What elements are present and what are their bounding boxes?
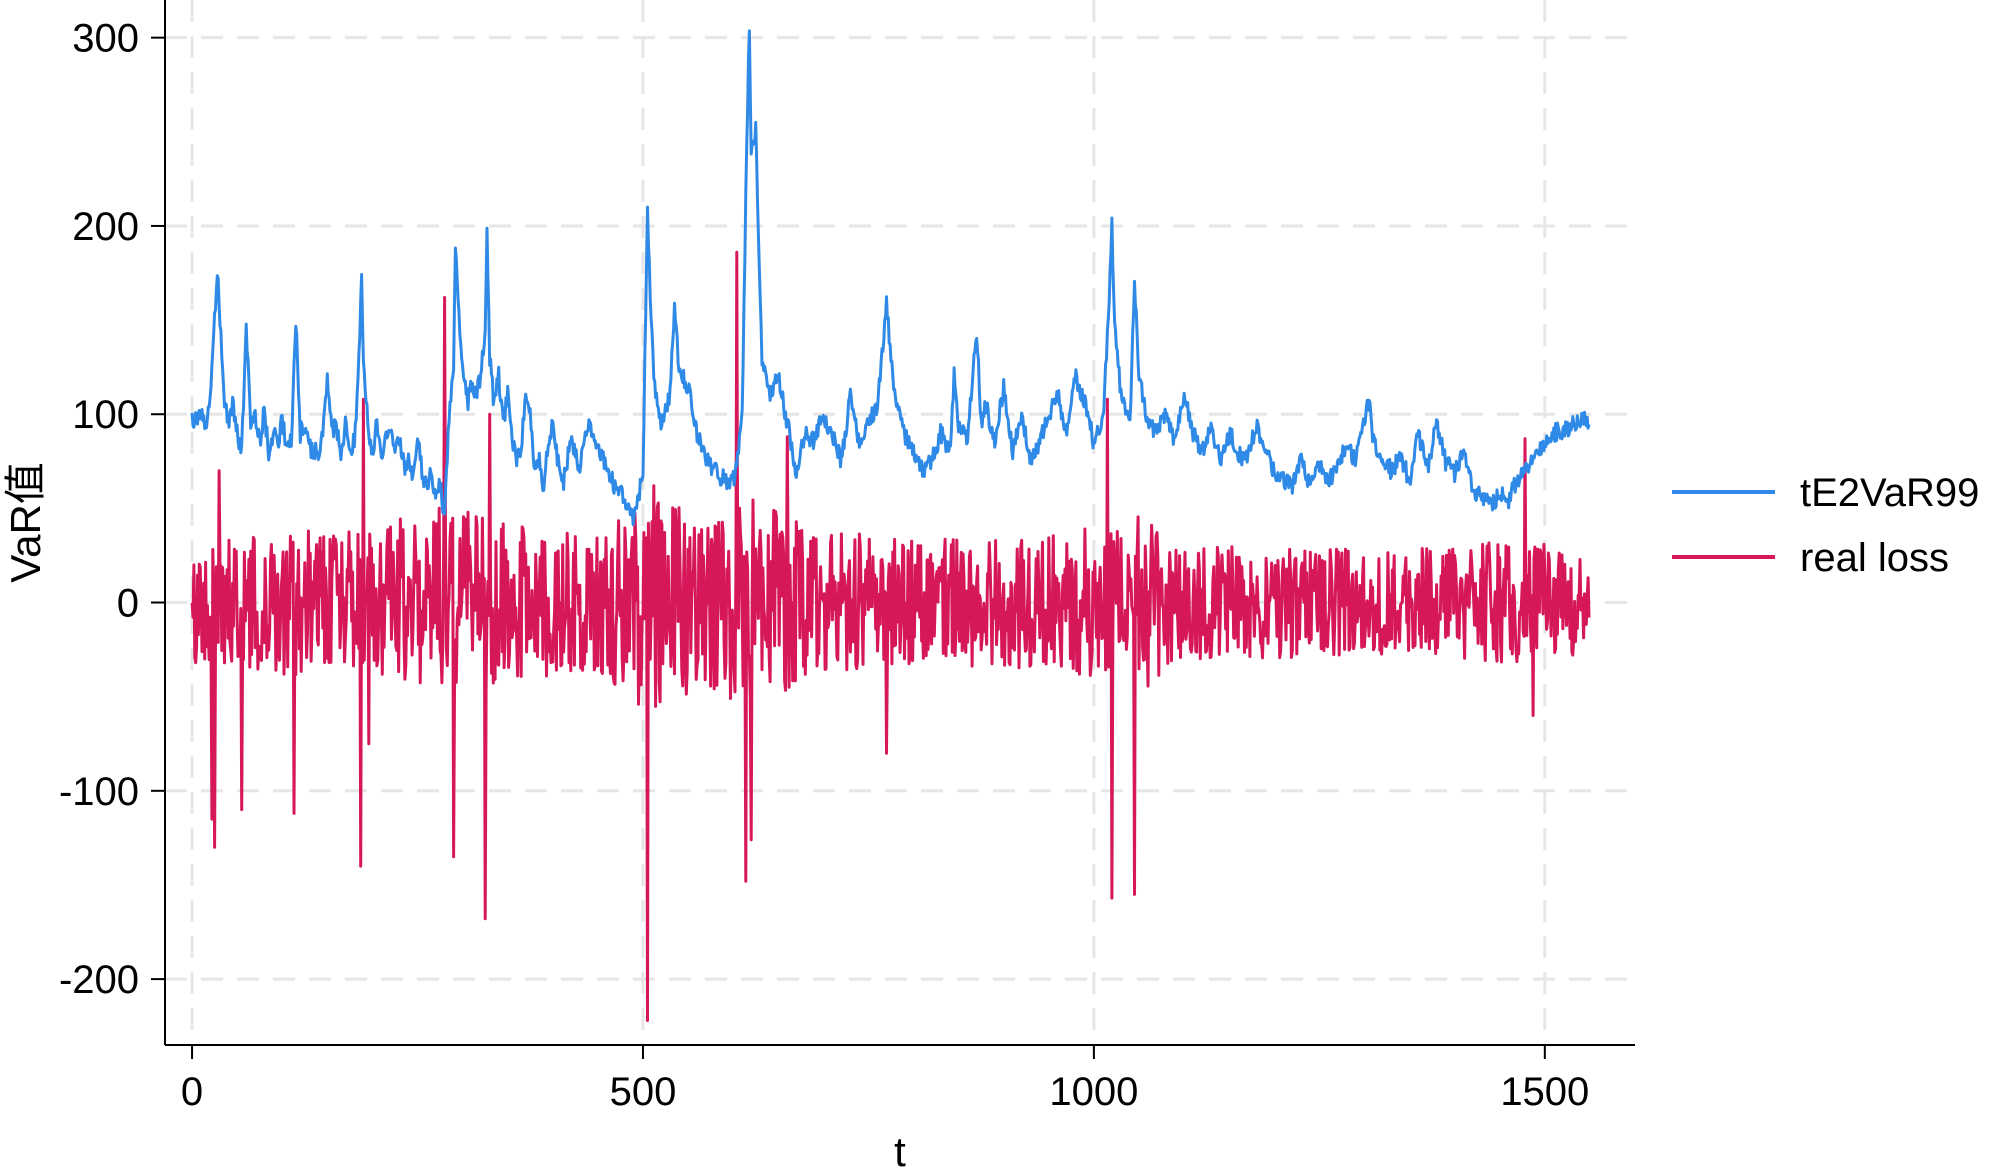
- y-tick-label: -100: [59, 770, 139, 814]
- x-tick-label: 500: [610, 1070, 677, 1114]
- legend: tE2VaR99 real loss: [1672, 471, 1979, 580]
- x-tick-label: 1500: [1500, 1070, 1589, 1114]
- x-tick-label: 0: [181, 1070, 203, 1114]
- y-axis-title: VaR值: [2, 462, 49, 583]
- legend-item: tE2VaR99: [1672, 471, 1979, 515]
- legend-item: real loss: [1672, 536, 1949, 580]
- plot-area: [190, 29, 1591, 1022]
- axes: -200 -100 0 100 200 300 0 500 1000 1500: [59, 0, 1635, 1114]
- legend-label: tE2VaR99: [1800, 471, 1979, 515]
- x-axis-title: t: [894, 1128, 906, 1168]
- y-tick-label: 200: [72, 205, 139, 249]
- y-tick-label: 0: [117, 582, 139, 626]
- series-line-real-loss: [190, 250, 1591, 1022]
- y-tick-label: 100: [72, 393, 139, 437]
- x-tick-label: 1000: [1049, 1070, 1138, 1114]
- y-tick-label: 300: [72, 17, 139, 61]
- legend-label: real loss: [1800, 536, 1949, 580]
- y-tick-label: -200: [59, 958, 139, 1002]
- series-line-te2var99: [190, 29, 1591, 527]
